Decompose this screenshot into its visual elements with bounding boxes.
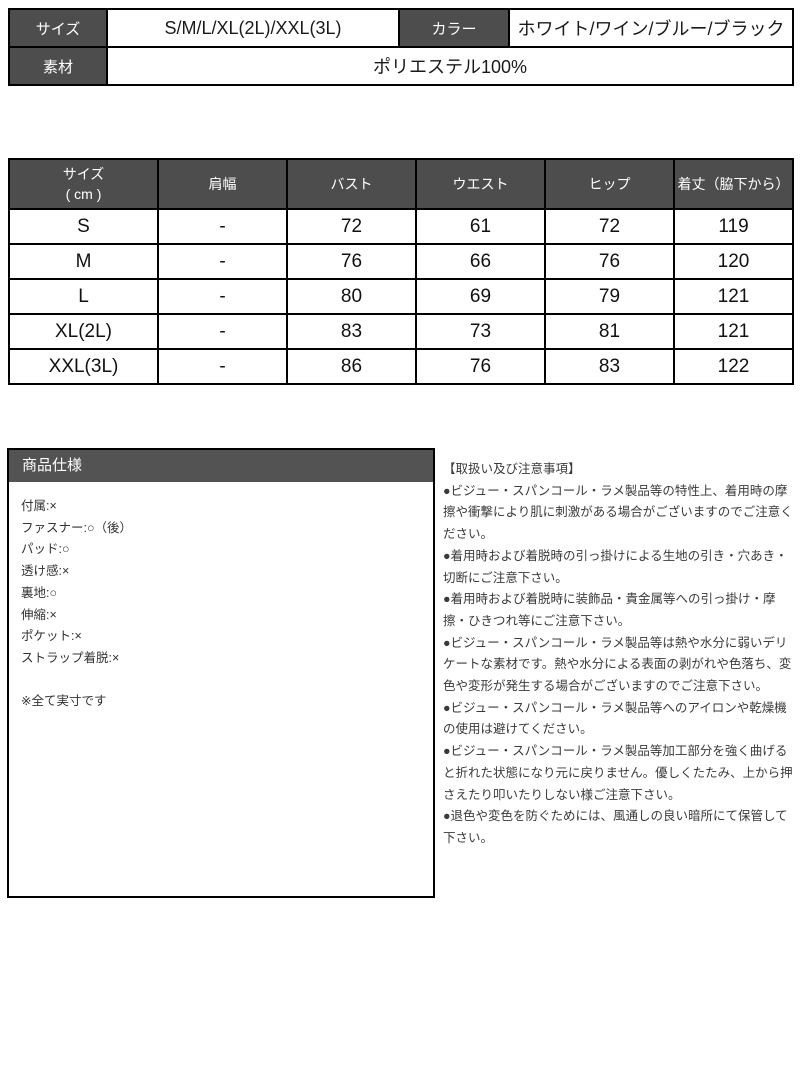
cell-waist: 73 <box>415 313 546 350</box>
spec-line-sheerness: 透け感:× <box>21 564 70 579</box>
column-header-length: 着丈（脇下から） <box>673 158 794 210</box>
spec-line-stretch: 伸縮:× <box>21 607 57 622</box>
cell-hip: 76 <box>544 243 675 280</box>
spec-line-strap: ストラップ着脱:× <box>21 650 120 665</box>
cell-waist: 66 <box>415 243 546 280</box>
summary-row-material: 素材 ポリエステル100% <box>8 46 794 86</box>
cell-waist: 76 <box>415 348 546 385</box>
cell-length: 121 <box>673 313 794 350</box>
cell-size: L <box>8 278 159 315</box>
size-row-xl: XL(2L) - 83 73 81 121 <box>8 313 794 350</box>
precautions-section: 【取扱い及び注意事項】 ●ビジュー・スパンコール・ラメ製品等の特性上、着用時の摩… <box>443 459 799 850</box>
size-row-l: L - 80 69 79 121 <box>8 278 794 315</box>
cell-bust: 83 <box>286 313 417 350</box>
column-header-waist: ウエスト <box>415 158 546 210</box>
column-header-hip: ヒップ <box>544 158 675 210</box>
cell-shoulder: - <box>157 348 288 385</box>
column-header-size-line1: サイズ <box>62 166 105 182</box>
cell-shoulder: - <box>157 243 288 280</box>
cell-size: S <box>8 208 159 245</box>
product-summary-table: サイズ S/M/L/XL(2L)/XXL(3L) カラー ホワイト/ワイン/ブル… <box>8 8 794 86</box>
cell-hip: 72 <box>544 208 675 245</box>
summary-row-size-color: サイズ S/M/L/XL(2L)/XXL(3L) カラー ホワイト/ワイン/ブル… <box>8 8 794 48</box>
precaution-item-heat-moisture: ●ビジュー・スパンコール・ラメ製品等は熱や水分に弱いデリケートな素材です。熱や水… <box>443 635 792 694</box>
size-label-cell: サイズ <box>8 8 108 48</box>
column-header-shoulder: 肩幅 <box>157 158 288 210</box>
precautions-title: 【取扱い及び注意事項】 <box>443 462 581 476</box>
size-row-m: M - 76 66 76 120 <box>8 243 794 280</box>
precaution-item-storage: ●退色や変色を防ぐためには、風通しの良い暗所にて保管して下さい。 <box>443 809 788 845</box>
spec-box-body: 付属:× ファスナー:○（後） パッド:○ 透け感:× 裏地:○ 伸縮:× ポケ… <box>9 482 433 713</box>
cell-waist: 69 <box>415 278 546 315</box>
column-header-bust: バスト <box>286 158 417 210</box>
spec-box-title: 商品仕様 <box>9 450 433 482</box>
cell-size: XXL(3L) <box>8 348 159 385</box>
spec-note-actual-measurement: ※全て実寸です <box>21 694 107 709</box>
cell-bust: 80 <box>286 278 417 315</box>
precaution-item-bending: ●ビジュー・スパンコール・ラメ製品等加工部分を強く曲げると折れた状態になり元に戻… <box>443 744 793 802</box>
cell-waist: 61 <box>415 208 546 245</box>
cell-bust: 86 <box>286 348 417 385</box>
cell-length: 122 <box>673 348 794 385</box>
cell-shoulder: - <box>157 208 288 245</box>
cell-hip: 83 <box>544 348 675 385</box>
spec-line-lining: 裏地:○ <box>21 585 58 600</box>
material-value-cell: ポリエステル100% <box>106 46 794 86</box>
cell-shoulder: - <box>157 278 288 315</box>
precaution-item-friction: ●ビジュー・スパンコール・ラメ製品等の特性上、着用時の摩擦や衝撃により肌に刺激が… <box>443 483 793 542</box>
cell-bust: 76 <box>286 243 417 280</box>
spec-line-fuzoku: 付属:× <box>21 499 57 513</box>
cell-length: 119 <box>673 208 794 245</box>
size-chart-header-row: サイズ ( cm ) 肩幅 バスト ウエスト ヒップ 着丈（脇下から） <box>8 158 794 210</box>
size-row-xxl: XXL(3L) - 86 76 83 122 <box>8 348 794 385</box>
cell-shoulder: - <box>157 313 288 350</box>
color-label-cell: カラー <box>398 8 510 48</box>
cell-bust: 72 <box>286 208 417 245</box>
color-value-cell: ホワイト/ワイン/ブルー/ブラック <box>508 8 794 48</box>
precaution-item-snagging-fabric: ●着用時および着脱時の引っ掛けによる生地の引き・穴あき・切断にご注意下さい。 <box>443 548 788 585</box>
material-label-cell: 素材 <box>8 46 108 86</box>
cell-hip: 79 <box>544 278 675 315</box>
product-spec-box: 商品仕様 付属:× ファスナー:○（後） パッド:○ 透け感:× 裏地:○ 伸縮… <box>7 448 435 898</box>
spec-line-fastener: ファスナー:○（後） <box>21 520 133 535</box>
size-chart-table: サイズ ( cm ) 肩幅 バスト ウエスト ヒップ 着丈（脇下から） S - 7… <box>8 158 794 385</box>
column-header-size: サイズ ( cm ) <box>8 158 159 210</box>
column-header-size-line2: ( cm ) <box>65 186 102 202</box>
size-value-cell: S/M/L/XL(2L)/XXL(3L) <box>106 8 400 48</box>
cell-size: M <box>8 243 159 280</box>
spec-line-pad: パッド:○ <box>21 542 70 557</box>
precaution-item-iron-dryer: ●ビジュー・スパンコール・ラメ製品等へのアイロンや乾燥機の使用は避けてください。 <box>443 700 787 737</box>
cell-length: 120 <box>673 243 794 280</box>
precaution-item-accessories: ●着用時および着脱時に装飾品・貴金属等への引っ掛け・摩擦・ひきつれ等にご注意下さ… <box>443 592 776 628</box>
size-row-s: S - 72 61 72 119 <box>8 208 794 245</box>
cell-hip: 81 <box>544 313 675 350</box>
spec-line-pocket: ポケット:× <box>21 629 82 644</box>
cell-size: XL(2L) <box>8 313 159 350</box>
cell-length: 121 <box>673 278 794 315</box>
